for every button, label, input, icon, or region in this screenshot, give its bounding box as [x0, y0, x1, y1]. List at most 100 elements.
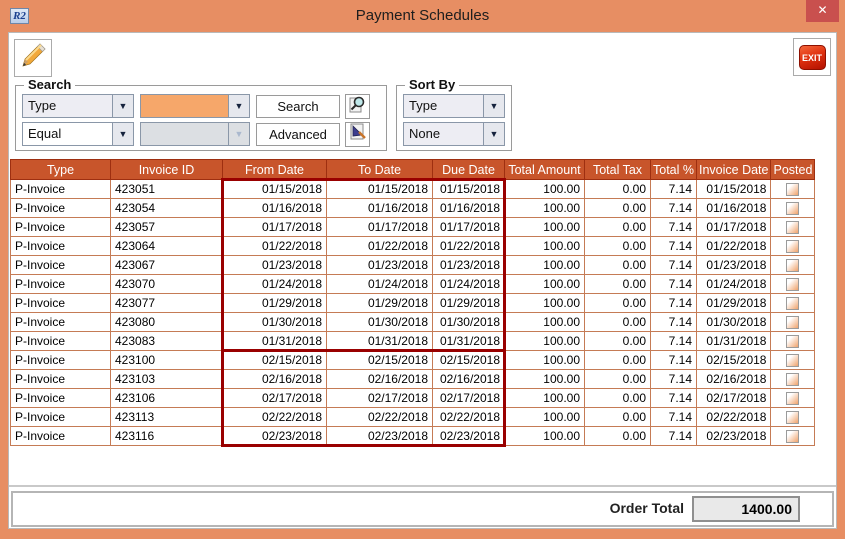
cell-type: P-Invoice — [10, 426, 111, 446]
cell-total_amount: 100.00 — [504, 388, 585, 408]
cell-invoice_id: 423113 — [110, 407, 223, 427]
column-header-posted[interactable]: Posted — [770, 159, 816, 180]
cell-from_date: 02/23/2018 — [222, 426, 327, 446]
column-header-invoice_id[interactable]: Invoice ID — [110, 159, 223, 180]
cell-type: P-Invoice — [10, 369, 111, 389]
cell-total_amount: 100.00 — [504, 274, 585, 294]
search-operator-combo[interactable]: Equal ▼ — [22, 122, 134, 146]
exit-button[interactable]: EXIT — [793, 38, 831, 76]
posted-checkbox[interactable] — [786, 354, 800, 368]
app-icon: R2 — [10, 8, 29, 24]
cell-invoice_date: 01/22/2018 — [695, 236, 772, 256]
table-row[interactable]: P-Invoice 423083 01/31/2018 01/31/2018 01/31… — [10, 331, 816, 351]
posted-checkbox[interactable] — [786, 278, 800, 292]
column-header-invoice_date[interactable]: Invoice Date — [695, 159, 772, 180]
cell-to_date: 01/15/2018 — [326, 179, 433, 199]
cell-from_date: 01/15/2018 — [222, 179, 327, 199]
posted-checkbox[interactable] — [786, 240, 800, 254]
payment-schedule-table: Type Invoice ID From Date To Date Due Date To… — [10, 159, 816, 446]
cell-total_pct: 7.14 — [650, 369, 697, 389]
sort-secondary-combo[interactable]: None ▼ — [403, 122, 505, 146]
cell-invoice_date: 01/29/2018 — [695, 293, 772, 313]
sort-primary-combo[interactable]: Type ▼ — [403, 94, 505, 118]
column-header-total_pct[interactable]: Total % — [650, 159, 697, 180]
cell-due_date: 01/30/2018 — [432, 312, 505, 332]
table-row[interactable]: P-Invoice 423106 02/17/2018 02/17/2018 02/17… — [10, 388, 816, 408]
advanced-search-button[interactable] — [345, 122, 370, 147]
table-row[interactable]: P-Invoice 423067 01/23/2018 01/23/2018 01/23… — [10, 255, 816, 275]
search-groupbox: Search Type ▼ ▼ Search — [15, 77, 387, 151]
table-row[interactable]: P-Invoice 423064 01/22/2018 01/22/2018 01/22… — [10, 236, 816, 256]
search-button[interactable]: Search — [256, 95, 340, 118]
search-field-combo[interactable]: Type ▼ — [22, 94, 134, 118]
column-header-type[interactable]: Type — [10, 159, 111, 180]
cell-total_amount: 100.00 — [504, 312, 585, 332]
cell-posted — [770, 350, 816, 370]
cell-to_date: 01/17/2018 — [326, 217, 433, 237]
posted-checkbox[interactable] — [786, 202, 800, 216]
cell-due_date: 01/22/2018 — [432, 236, 505, 256]
column-header-due_date[interactable]: Due Date — [432, 159, 505, 180]
table-row[interactable]: P-Invoice 423080 01/30/2018 01/30/2018 01/30… — [10, 312, 816, 332]
cell-from_date: 02/22/2018 — [222, 407, 327, 427]
posted-checkbox[interactable] — [786, 183, 800, 197]
table-row[interactable]: P-Invoice 423077 01/29/2018 01/29/2018 01/29… — [10, 293, 816, 313]
table-row[interactable]: P-Invoice 423100 02/15/2018 02/15/2018 02/15… — [10, 350, 816, 370]
cell-from_date: 02/16/2018 — [222, 369, 327, 389]
posted-checkbox[interactable] — [786, 259, 800, 273]
cell-from_date: 01/23/2018 — [222, 255, 327, 275]
search-value-combo-value — [141, 95, 228, 117]
column-header-to_date[interactable]: To Date — [326, 159, 433, 180]
cell-due_date: 01/29/2018 — [432, 293, 505, 313]
posted-checkbox[interactable] — [786, 221, 800, 235]
posted-checkbox[interactable] — [786, 297, 800, 311]
cell-total_pct: 7.14 — [650, 179, 697, 199]
cell-from_date: 02/15/2018 — [222, 350, 327, 370]
table-row[interactable]: P-Invoice 423051 01/15/2018 01/15/2018 01/15… — [10, 179, 816, 199]
cell-invoice_date: 01/15/2018 — [695, 179, 772, 199]
posted-checkbox[interactable] — [786, 392, 800, 406]
search-value-combo[interactable]: ▼ — [140, 94, 250, 118]
cell-posted — [770, 407, 816, 427]
table-row[interactable]: P-Invoice 423113 02/22/2018 02/22/2018 02/22… — [10, 407, 816, 427]
table-row[interactable]: P-Invoice 423054 01/16/2018 01/16/2018 01/16… — [10, 198, 816, 218]
column-header-from_date[interactable]: From Date — [222, 159, 327, 180]
search-lookup-button[interactable] — [345, 94, 370, 119]
chevron-down-icon[interactable]: ▼ — [483, 95, 504, 117]
cell-invoice_id: 423067 — [110, 255, 223, 275]
chevron-down-icon[interactable]: ▼ — [228, 95, 249, 117]
table-row[interactable]: P-Invoice 423057 01/17/2018 01/17/2018 01/17… — [10, 217, 816, 237]
cell-to_date: 01/22/2018 — [326, 236, 433, 256]
cell-total_tax: 0.00 — [584, 198, 651, 218]
chevron-down-icon[interactable]: ▼ — [112, 123, 133, 145]
chevron-down-icon[interactable]: ▼ — [112, 95, 133, 117]
column-header-total_tax[interactable]: Total Tax — [584, 159, 651, 180]
cell-invoice_id: 423083 — [110, 331, 223, 351]
cell-type: P-Invoice — [10, 255, 111, 275]
cell-type: P-Invoice — [10, 217, 111, 237]
posted-checkbox[interactable] — [786, 316, 800, 330]
cell-type: P-Invoice — [10, 388, 111, 408]
cell-posted — [770, 293, 816, 313]
posted-checkbox[interactable] — [786, 335, 800, 349]
close-button[interactable]: ✕ — [806, 0, 839, 22]
table-row[interactable]: P-Invoice 423070 01/24/2018 01/24/2018 01/24… — [10, 274, 816, 294]
advanced-button[interactable]: Advanced — [256, 123, 340, 146]
edit-button[interactable] — [14, 39, 52, 77]
cell-total_pct: 7.14 — [650, 274, 697, 294]
cell-total_pct: 7.14 — [650, 293, 697, 313]
posted-checkbox[interactable] — [786, 430, 800, 444]
cell-invoice_date: 01/30/2018 — [695, 312, 772, 332]
cell-from_date: 01/31/2018 — [222, 331, 327, 351]
cell-posted — [770, 217, 816, 237]
table-row[interactable]: P-Invoice 423103 02/16/2018 02/16/2018 02/16… — [10, 369, 816, 389]
posted-checkbox[interactable] — [786, 411, 800, 425]
posted-checkbox[interactable] — [786, 373, 800, 387]
table-row[interactable]: P-Invoice 423116 02/23/2018 02/23/2018 02/23… — [10, 426, 816, 446]
cell-total_pct: 7.14 — [650, 217, 697, 237]
column-header-total_amount[interactable]: Total Amount — [504, 159, 585, 180]
cell-from_date: 01/22/2018 — [222, 236, 327, 256]
sort-by-legend: Sort By — [405, 77, 460, 92]
chevron-down-icon[interactable]: ▼ — [483, 123, 504, 145]
cell-to_date: 02/15/2018 — [326, 350, 433, 370]
